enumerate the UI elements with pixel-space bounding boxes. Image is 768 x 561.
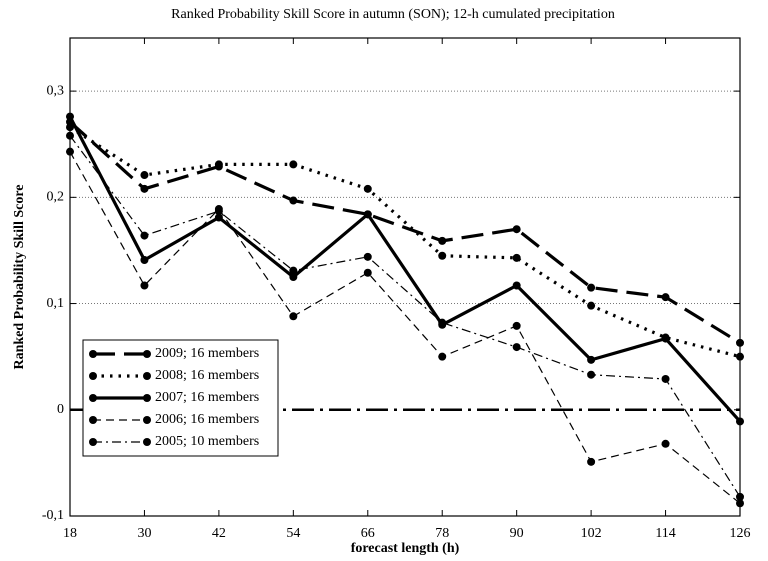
- legend-label: 2005; 10 members: [155, 434, 259, 449]
- data-point: [587, 370, 596, 379]
- x-tick-label: 90: [510, 526, 524, 541]
- data-point: [587, 355, 596, 364]
- data-point: [214, 213, 223, 222]
- data-point: [214, 207, 223, 216]
- series-line: [68, 120, 741, 345]
- data-point: [736, 352, 744, 361]
- data-point: [736, 492, 744, 501]
- data-point: [512, 225, 521, 234]
- data-point: [512, 321, 521, 330]
- data-point: [289, 273, 298, 281]
- plot-frame: [69, 37, 741, 517]
- y-tick-label: 0,2: [47, 190, 65, 205]
- legend-marker: [89, 394, 97, 402]
- data-point: [736, 338, 744, 347]
- data-point: [438, 352, 447, 361]
- legend-marker: [89, 416, 97, 424]
- y-tick-label: 0: [57, 402, 64, 417]
- y-tick-label: 0,1: [47, 296, 65, 311]
- series-line: [69, 125, 741, 359]
- y-tick-label: -0,1: [42, 508, 64, 523]
- series-line: [69, 151, 741, 504]
- x-tick-label: 18: [63, 526, 77, 541]
- data-point: [140, 171, 149, 180]
- data-point: [289, 312, 298, 321]
- data-point: [214, 160, 223, 169]
- legend-marker: [143, 372, 151, 380]
- legend-label: 2009; 16 members: [155, 346, 259, 361]
- data-point: [66, 123, 74, 132]
- data-point: [438, 318, 447, 327]
- data-point: [438, 251, 447, 260]
- data-point: [140, 256, 149, 265]
- data-point: [363, 252, 372, 261]
- data-point: [289, 196, 298, 205]
- x-tick-label: 30: [137, 526, 151, 541]
- data-point: [736, 499, 744, 508]
- data-point: [512, 281, 521, 290]
- chart-title: Ranked Probability Skill Score in autumn…: [171, 7, 615, 22]
- x-tick-label: 126: [730, 526, 751, 541]
- data-point: [736, 417, 744, 426]
- x-axis-label: forecast length (h): [351, 541, 460, 556]
- data-point: [140, 231, 149, 240]
- x-tick-label: 66: [361, 526, 375, 541]
- data-point: [587, 457, 596, 466]
- x-tick-label: 114: [655, 526, 675, 541]
- data-point: [438, 236, 447, 245]
- legend-label: 2006; 16 members: [155, 412, 259, 427]
- data-point: [140, 184, 149, 193]
- legend-label: 2007; 16 members: [155, 390, 259, 405]
- legend-marker: [143, 394, 151, 402]
- data-point: [66, 147, 74, 156]
- x-tick-label: 78: [435, 526, 449, 541]
- data-point: [661, 374, 670, 383]
- data-point: [661, 439, 670, 448]
- x-tick-label: 102: [581, 526, 602, 541]
- data-point: [661, 334, 670, 343]
- data-point: [512, 343, 521, 352]
- legend-marker: [89, 350, 97, 358]
- legend-marker: [89, 438, 97, 446]
- legend-marker: [143, 438, 151, 446]
- data-point: [289, 160, 298, 169]
- legend-marker: [89, 372, 97, 380]
- legend-marker: [143, 416, 151, 424]
- data-point: [512, 253, 521, 262]
- data-point: [140, 281, 149, 290]
- series-line: [68, 115, 742, 423]
- data-point: [289, 266, 298, 275]
- data-point: [587, 301, 596, 310]
- data-point: [661, 293, 670, 302]
- y-axis-label: Ranked Probability Skill Score: [12, 184, 27, 369]
- data-point: [587, 283, 596, 292]
- data-point: [66, 112, 74, 121]
- legend-marker: [143, 350, 151, 358]
- data-point: [363, 210, 372, 219]
- legend-label: 2008; 16 members: [155, 368, 259, 383]
- data-point: [363, 268, 372, 277]
- y-tick-label: 0,3: [47, 83, 65, 98]
- x-tick-label: 54: [286, 526, 300, 541]
- data-point: [66, 131, 74, 140]
- data-point: [363, 184, 372, 193]
- x-tick-label: 42: [212, 526, 226, 541]
- series-line: [69, 135, 741, 498]
